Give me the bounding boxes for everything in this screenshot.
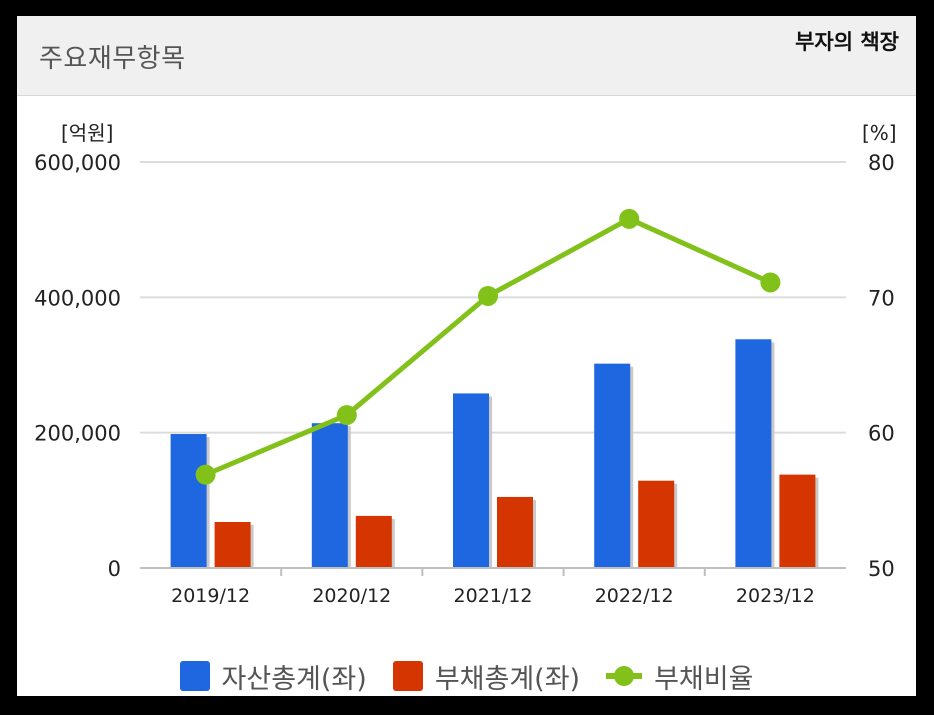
liabilities-bar bbox=[779, 474, 816, 568]
ratio-point bbox=[336, 405, 357, 426]
y-left-tick-label: 400,000 bbox=[34, 286, 121, 310]
bar-series bbox=[170, 339, 819, 568]
ratio-point bbox=[195, 464, 216, 485]
watermark-badge: 부자의 책장 bbox=[795, 30, 899, 54]
assets-bar bbox=[170, 434, 207, 568]
x-tick-label: 2020/12 bbox=[312, 585, 391, 607]
legend-item-liabilities[interactable]: 부채총계(좌) bbox=[392, 657, 581, 696]
ratio-point bbox=[760, 272, 781, 293]
y-left-tick-label: 0 bbox=[108, 557, 121, 581]
ratio-point bbox=[619, 208, 640, 229]
legend-label-liabilities: 부채총계(좌) bbox=[434, 663, 581, 695]
liabilities-bar bbox=[355, 515, 392, 568]
y-right-tick-label: 70 bbox=[868, 286, 895, 310]
legend-swatch-ratio bbox=[606, 661, 643, 691]
x-tick-label: 2022/12 bbox=[595, 585, 674, 607]
y-left-tick-label: 600,000 bbox=[34, 151, 121, 175]
x-axis: 2019/12 2020/12 2021/12 2022/12 2023/12 bbox=[140, 567, 846, 607]
x-tick-label: 2019/12 bbox=[171, 585, 250, 607]
financial-chart: 2019/12 2020/12 2021/12 2022/12 2023/12 0 200… bbox=[34, 121, 897, 607]
legend-item-ratio[interactable]: 부채비율 bbox=[606, 657, 753, 696]
y-right-tick-label: 80 bbox=[868, 151, 895, 175]
assets-bar bbox=[594, 363, 631, 568]
legend-label-assets: 자산총계(좌) bbox=[221, 663, 367, 695]
panel-header: 주요재무항목 부자의 책장 bbox=[17, 16, 916, 96]
y-right-tick-label: 60 bbox=[868, 422, 895, 446]
legend: 자산총계(좌) 부채총계(좌) 부채비율 bbox=[17, 656, 916, 696]
ratio-point bbox=[478, 285, 498, 306]
assets-bar bbox=[735, 339, 772, 568]
assets-bar bbox=[311, 423, 348, 568]
legend-item-assets[interactable]: 자산총계(좌) bbox=[179, 657, 367, 696]
y-right-unit: [%] bbox=[862, 121, 897, 145]
y-left-unit: [억원] bbox=[61, 121, 113, 145]
assets-bar bbox=[453, 393, 489, 568]
x-tick-label: 2021/12 bbox=[454, 585, 533, 607]
liabilities-bar bbox=[497, 496, 533, 568]
panel-title: 주요재무항목 bbox=[39, 44, 186, 74]
liabilities-bar bbox=[214, 521, 251, 568]
legend-label-ratio: 부채비율 bbox=[654, 663, 754, 695]
legend-swatch-assets bbox=[179, 661, 210, 691]
x-tick-label: 2023/12 bbox=[736, 585, 815, 607]
ratio-line-series bbox=[195, 208, 781, 485]
y-axis-left: 0 200,000 400,000 600,000 [억원] bbox=[34, 121, 121, 581]
y-right-tick-label: 50 bbox=[868, 557, 895, 581]
liabilities-bar bbox=[638, 480, 675, 568]
y-axis-right: 50 60 70 80 [%] bbox=[862, 121, 897, 581]
y-left-tick-label: 200,000 bbox=[34, 422, 121, 446]
legend-swatch-liabilities bbox=[392, 661, 423, 691]
chart-panel: 주요재무항목 부자의 책장 2019/12 2020/12 2021/12 2022/… bbox=[17, 16, 916, 696]
